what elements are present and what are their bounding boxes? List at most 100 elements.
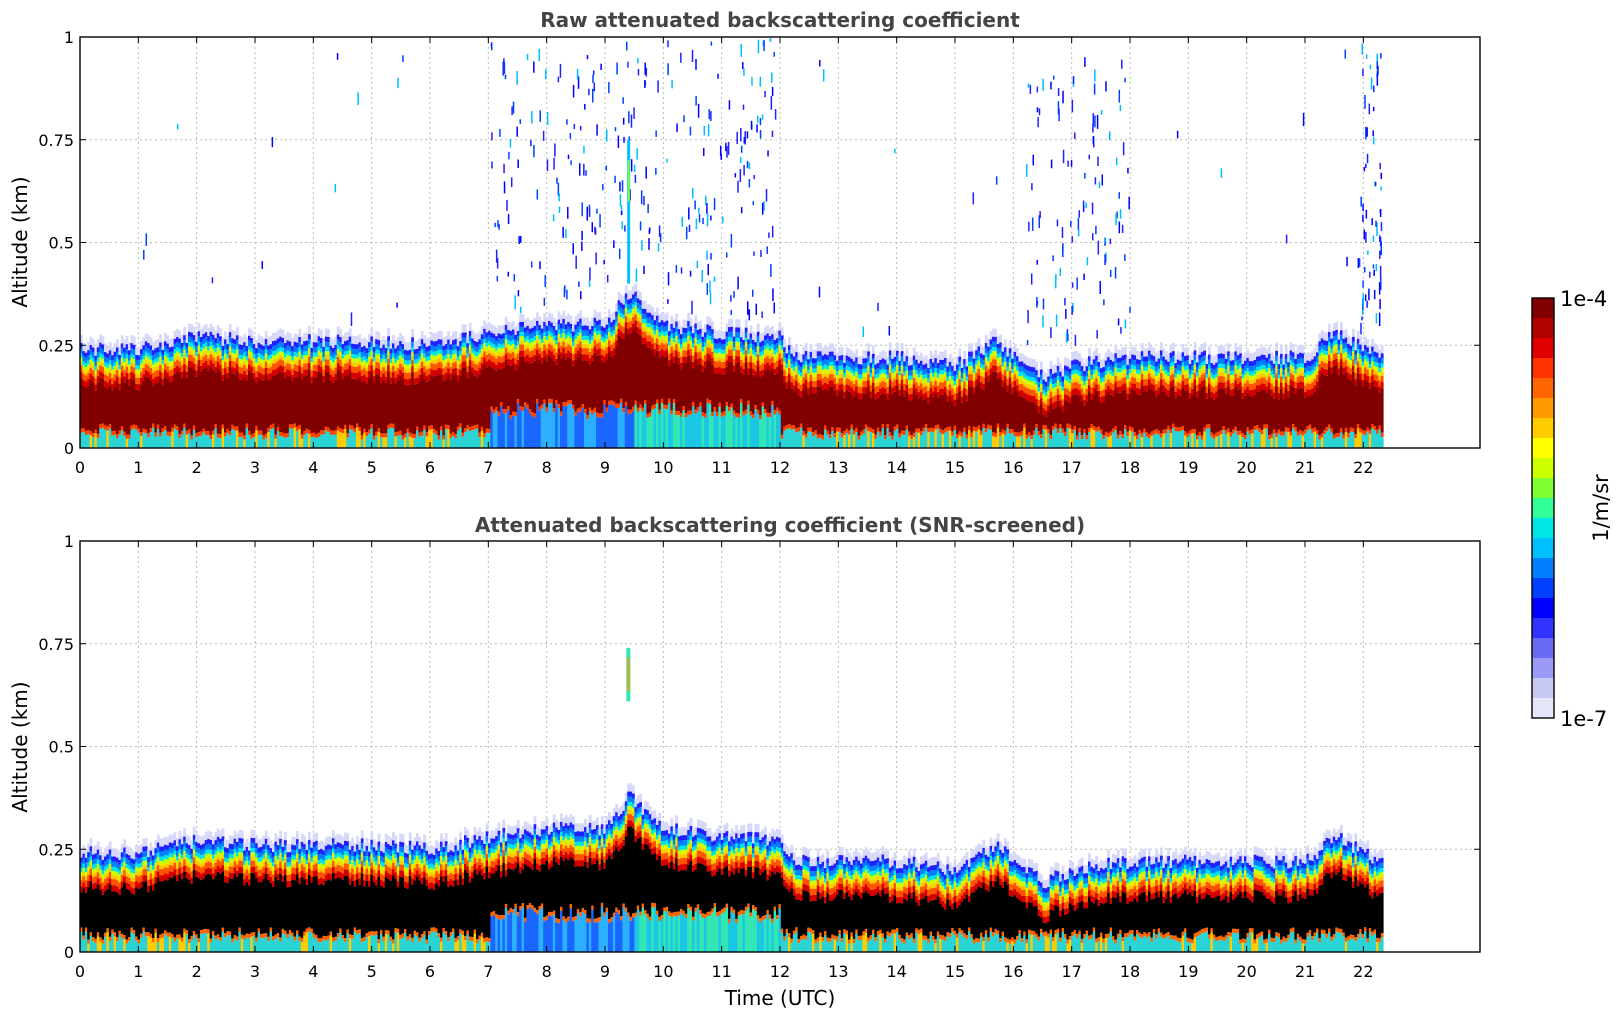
heatmap-cell — [459, 359, 462, 364]
heatmap-cell — [452, 431, 455, 437]
heatmap-cell — [420, 357, 424, 362]
heatmap-cell — [449, 379, 453, 434]
heatmap-cell — [245, 364, 249, 369]
heatmap-cell — [488, 432, 491, 448]
heatmap-cell — [454, 361, 458, 368]
heatmap-cell — [173, 353, 177, 358]
heatmap-cell — [1114, 363, 1118, 368]
heatmap-cell — [130, 361, 134, 366]
heatmap-cell — [862, 358, 866, 364]
heatmap-cell — [735, 362, 738, 414]
heatmap-cell — [339, 432, 342, 448]
heatmap-cell — [432, 370, 436, 377]
heatmap-cell — [790, 429, 794, 448]
heatmap-cell — [303, 351, 306, 356]
heatmap-cell — [684, 346, 688, 351]
heatmap-cell — [965, 395, 969, 402]
heatmap-cell — [668, 353, 671, 360]
heatmap-cell — [538, 339, 542, 344]
heatmap-cell — [754, 409, 758, 448]
heatmap-cell — [257, 361, 261, 366]
heatmap-cell — [120, 372, 124, 379]
heatmap-cell — [480, 426, 484, 431]
heatmap-cell — [689, 355, 693, 362]
heatmap-cell — [176, 355, 179, 360]
heatmap-cell — [608, 340, 611, 347]
heatmap-cell — [264, 433, 268, 438]
heatmap-cell — [845, 360, 849, 366]
heatmap-cell — [888, 373, 892, 380]
heatmap-cell — [500, 348, 503, 353]
heatmap-cell — [639, 329, 642, 336]
heatmap-cell — [1071, 389, 1074, 396]
heatmap-cell — [104, 425, 107, 430]
heatmap-cell — [845, 347, 849, 356]
heatmap-cell — [176, 426, 179, 431]
heatmap-cell — [591, 360, 594, 411]
heatmap-cell — [562, 353, 566, 403]
heatmap-cell — [84, 357, 88, 364]
heatmap-cell — [711, 351, 714, 359]
heatmap-cell — [797, 374, 801, 379]
heatmap-cell — [545, 325, 549, 331]
heatmap-cell — [401, 344, 405, 350]
heatmap-cell — [795, 432, 798, 448]
heatmap-cell — [612, 348, 616, 355]
heatmap-cell — [363, 428, 366, 433]
heatmap-cell — [874, 356, 878, 365]
heatmap-cell — [132, 336, 136, 345]
heatmap-cell — [183, 327, 186, 336]
heatmap-cell — [840, 377, 844, 384]
heatmap-cell — [147, 433, 150, 438]
heatmap-cell — [248, 340, 251, 347]
heatmap-cell — [1124, 354, 1127, 360]
heatmap-cell — [452, 436, 455, 448]
heatmap-cell — [233, 331, 237, 340]
heatmap-cell — [622, 333, 626, 340]
heatmap-cell — [224, 331, 227, 340]
heatmap-cell — [284, 334, 287, 344]
heatmap-cell — [944, 392, 947, 429]
heatmap-cell — [240, 373, 244, 380]
heatmap-cell — [608, 400, 611, 405]
heatmap-cell — [1092, 426, 1096, 431]
heatmap-cell — [317, 341, 321, 347]
heatmap-cell — [802, 373, 806, 378]
heatmap-cell — [764, 413, 767, 448]
heatmap-cell — [228, 354, 232, 361]
heatmap-cell — [224, 374, 227, 433]
heatmap-cell — [375, 361, 378, 368]
heatmap-cell — [1102, 395, 1106, 402]
heatmap-cell — [341, 358, 345, 363]
heatmap-cell — [855, 380, 858, 387]
heatmap-cell — [303, 359, 306, 364]
heatmap-cell — [1001, 370, 1005, 375]
heatmap-cell — [1068, 391, 1072, 398]
heatmap-cell — [128, 355, 131, 361]
heatmap-cell — [564, 329, 568, 335]
heatmap-cell — [118, 430, 122, 435]
heatmap-cell — [531, 416, 534, 448]
heatmap-cell — [680, 362, 683, 370]
heatmap-cell — [406, 379, 410, 386]
heatmap-cell — [404, 437, 407, 448]
heatmap-cell — [648, 304, 652, 313]
heatmap-cell — [231, 356, 234, 361]
heatmap-cell — [1068, 403, 1072, 425]
heatmap-cell — [816, 434, 820, 439]
heatmap-cell — [164, 333, 167, 342]
heatmap-cell — [116, 370, 119, 377]
heatmap-cell — [545, 411, 549, 448]
heatmap-cell — [411, 359, 414, 367]
heatmap-cell — [548, 325, 551, 332]
heatmap-cell — [382, 349, 386, 355]
heatmap-cell — [219, 336, 222, 342]
heatmap-cell — [166, 431, 170, 436]
heatmap-cell — [1030, 367, 1034, 372]
heatmap-cell — [320, 434, 323, 448]
heatmap-cell — [778, 414, 782, 448]
heatmap-cell — [226, 335, 230, 345]
heatmap-cell — [785, 358, 789, 364]
heatmap-cell — [540, 343, 544, 348]
heatmap-cell — [996, 358, 1000, 363]
